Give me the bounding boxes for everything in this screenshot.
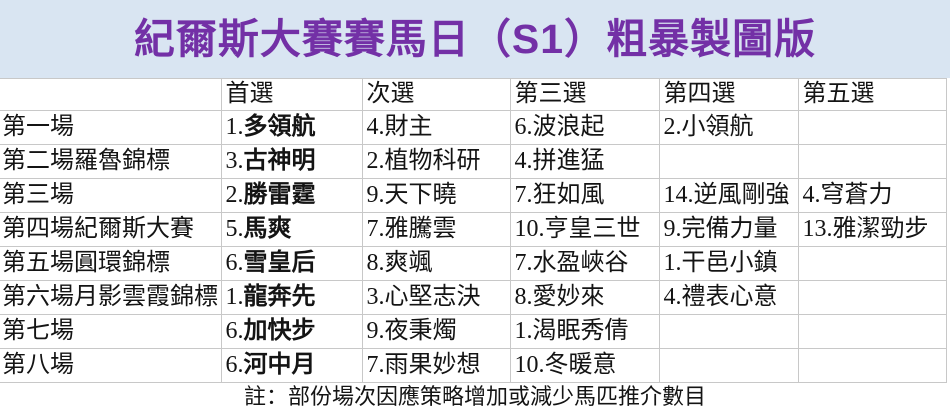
pick-number: 6. xyxy=(225,352,244,378)
race-name-cell: 第二場羅魯錦標 xyxy=(0,144,222,179)
pick-cell: 10.亨皇三世 xyxy=(509,212,660,247)
tips-table: 首選 次選 第三選 第四選 第五選 第一場 1.多領航 4.財主 6.波浪起 2.小領航 第二場羅… xyxy=(0,78,947,383)
pick-cell: 2.植物科研 xyxy=(361,144,511,179)
first-pick-cell: 6.雪皇后 xyxy=(220,246,363,281)
table-row: 第四場紀爾斯大賽 5.馬爽 7.雅騰雲 10.亨皇三世 9.完備力量 13.雅潔勁步 xyxy=(0,212,947,247)
pick-cell: 10.冬暖意 xyxy=(509,348,660,383)
race-name-cell: 第八場 xyxy=(0,348,222,383)
first-pick-cell: 5.馬爽 xyxy=(220,212,363,247)
pick-cell: 1.干邑小鎮 xyxy=(658,246,799,281)
pick-cell: 4.穹蒼力 xyxy=(797,178,947,213)
pick-cell: 9.完備力量 xyxy=(658,212,799,247)
pick-cell: 7.雨果妙想 xyxy=(361,348,511,383)
pick-cell xyxy=(797,246,947,281)
column-header-pick-3: 第三選 xyxy=(509,78,660,111)
pick-cell: 9.夜秉燭 xyxy=(361,314,511,349)
race-name-cell: 第五場圓環錦標 xyxy=(0,246,222,281)
table-row: 第七場 6.加快步 9.夜秉燭 1.渴眠秀倩 xyxy=(0,314,947,349)
pick-cell: 8.爽颯 xyxy=(361,246,511,281)
column-header-pick-4: 第四選 xyxy=(658,78,799,111)
pick-cell xyxy=(797,314,947,349)
page-title: 紀爾斯大賽賽馬日（S1）粗暴製圖版 xyxy=(133,15,817,62)
pick-cell: 4.禮表心意 xyxy=(658,280,799,315)
table-row: 第二場羅魯錦標 3.古神明 2.植物科研 4.拼進猛 xyxy=(0,144,947,179)
race-name-cell: 第七場 xyxy=(0,314,222,349)
pick-cell xyxy=(797,280,947,315)
pick-cell: 8.愛妙來 xyxy=(509,280,660,315)
pick-number: 3. xyxy=(225,148,244,174)
pick-number: 6. xyxy=(225,318,244,344)
first-pick-cell: 2.勝雷霆 xyxy=(220,178,363,213)
column-header-pick-1: 首選 xyxy=(220,78,363,111)
pick-number: 1. xyxy=(225,284,244,310)
pick-number: 5. xyxy=(225,216,244,242)
pick-cell: 7.水盈峽谷 xyxy=(509,246,660,281)
pick-number: 1. xyxy=(225,114,244,140)
pick-cell: 1.渴眠秀倩 xyxy=(509,314,660,349)
table-body: 第一場 1.多領航 4.財主 6.波浪起 2.小領航 第二場羅魯錦標 3.古神明 2.植物科研… xyxy=(0,110,947,383)
first-pick-cell: 6.河中月 xyxy=(220,348,363,383)
table-row: 第五場圓環錦標 6.雪皇后 8.爽颯 7.水盈峽谷 1.干邑小鎮 xyxy=(0,246,947,281)
horse-name: 古神明 xyxy=(243,148,316,174)
race-name-cell: 第三場 xyxy=(0,178,222,213)
pick-cell: 4.拼進猛 xyxy=(509,144,660,179)
pick-cell xyxy=(658,348,799,383)
race-name-cell: 第一場 xyxy=(0,110,222,145)
title-band: 紀爾斯大賽賽馬日（S1）粗暴製圖版 xyxy=(0,0,950,78)
table-row: 第八場 6.河中月 7.雨果妙想 10.冬暖意 xyxy=(0,348,947,383)
pick-cell xyxy=(797,144,947,179)
horse-name: 多領航 xyxy=(243,114,316,140)
pick-cell: 3.心堅志決 xyxy=(361,280,511,315)
pick-cell xyxy=(658,144,799,179)
pick-cell: 13.雅潔勁步 xyxy=(797,212,947,247)
table-row: 第三場 2.勝雷霆 9.天下曉 7.狂如風 14.逆風剛強 4.穹蒼力 xyxy=(0,178,947,213)
table-row: 第一場 1.多領航 4.財主 6.波浪起 2.小領航 xyxy=(0,110,947,145)
pick-cell: 7.狂如風 xyxy=(509,178,660,213)
pick-number: 6. xyxy=(225,250,244,276)
horse-name: 龍奔先 xyxy=(243,284,316,310)
column-header-pick-5: 第五選 xyxy=(797,78,947,111)
pick-cell: 6.波浪起 xyxy=(509,110,660,145)
tips-table-area: 首選 次選 第三選 第四選 第五選 第一場 1.多領航 4.財主 6.波浪起 2.小領航 第二場羅… xyxy=(0,78,950,383)
pick-cell: 2.小領航 xyxy=(658,110,799,145)
horse-name: 勝雷霆 xyxy=(243,182,316,208)
pick-cell xyxy=(658,314,799,349)
first-pick-cell: 1.龍奔先 xyxy=(220,280,363,315)
pick-cell: 9.天下曉 xyxy=(361,178,511,213)
header-row: 首選 次選 第三選 第四選 第五選 xyxy=(0,78,947,111)
first-pick-cell: 1.多領航 xyxy=(220,110,363,145)
pick-cell: 14.逆風剛強 xyxy=(658,178,799,213)
pick-cell xyxy=(797,110,947,145)
pick-number: 2. xyxy=(225,182,244,208)
column-header-pick-2: 次選 xyxy=(361,78,511,111)
pick-cell: 7.雅騰雲 xyxy=(361,212,511,247)
pick-cell: 4.財主 xyxy=(361,110,511,145)
first-pick-cell: 3.古神明 xyxy=(220,144,363,179)
horse-name: 加快步 xyxy=(243,318,316,344)
race-name-cell: 第六場月影雲霞錦標 xyxy=(0,280,222,315)
table-header-row: 首選 次選 第三選 第四選 第五選 xyxy=(0,78,947,111)
horse-name: 雪皇后 xyxy=(243,250,316,276)
footer-note: 註：部份場次因應策略增加或減少馬匹推介數目 xyxy=(0,383,950,412)
horse-name: 河中月 xyxy=(243,352,316,378)
column-header-race xyxy=(0,78,222,111)
first-pick-cell: 6.加快步 xyxy=(220,314,363,349)
pick-cell xyxy=(797,348,947,383)
horse-name: 馬爽 xyxy=(243,216,292,242)
table-row: 第六場月影雲霞錦標 1.龍奔先 3.心堅志決 8.愛妙來 4.禮表心意 xyxy=(0,280,947,315)
race-name-cell: 第四場紀爾斯大賽 xyxy=(0,212,222,247)
